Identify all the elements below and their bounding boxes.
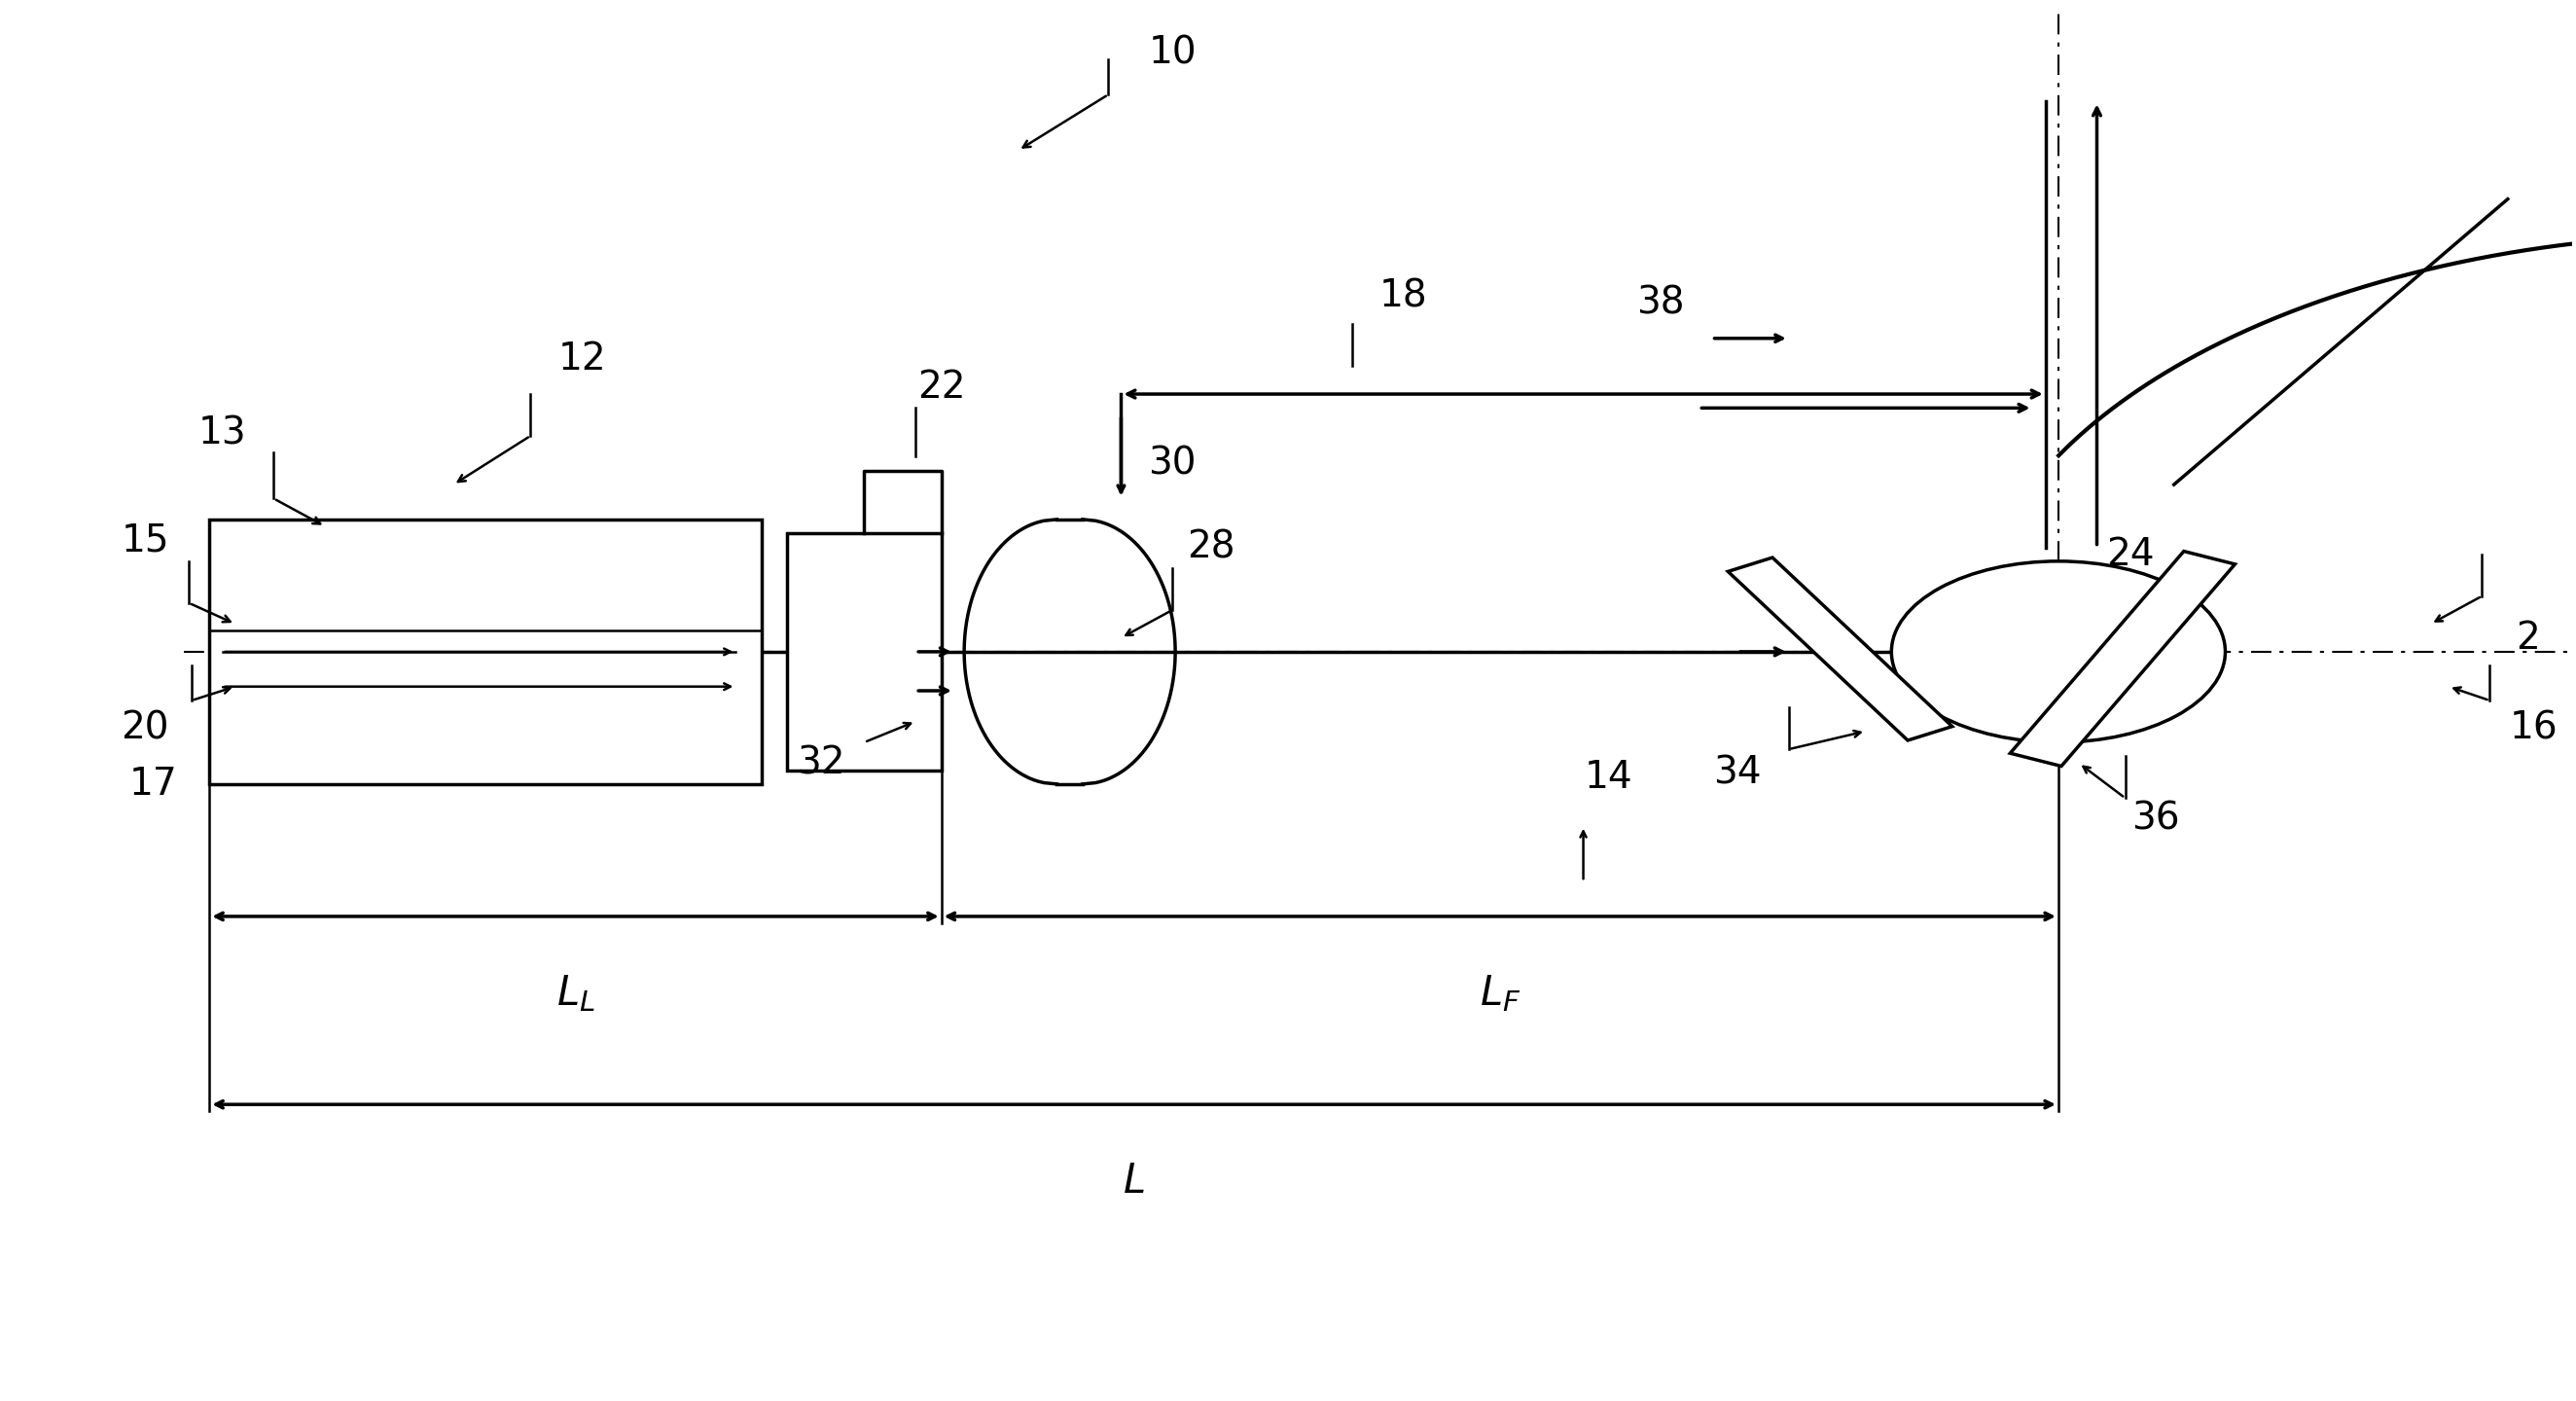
Bar (209, 520, 762, 785)
Text: 22: 22 (917, 368, 966, 405)
Text: 28: 28 (1188, 528, 1234, 566)
Text: $L$: $L$ (1123, 1160, 1144, 1202)
Polygon shape (2009, 551, 2236, 766)
Text: 18: 18 (1378, 277, 1427, 315)
Text: 24: 24 (2107, 535, 2154, 573)
Text: 38: 38 (1636, 284, 1685, 322)
Text: 32: 32 (796, 745, 845, 782)
Text: 2: 2 (2517, 619, 2540, 656)
Text: 30: 30 (1149, 446, 1195, 482)
Text: 14: 14 (1584, 758, 1633, 796)
Circle shape (1891, 562, 2226, 743)
Text: 15: 15 (121, 521, 170, 559)
Text: 12: 12 (556, 340, 605, 378)
Bar (788, 534, 940, 771)
Text: $L_L$: $L_L$ (556, 972, 595, 1013)
Polygon shape (1728, 558, 1953, 740)
Text: 16: 16 (2509, 710, 2558, 747)
Text: 13: 13 (198, 415, 247, 451)
Text: 10: 10 (1149, 34, 1198, 71)
Text: 36: 36 (2133, 800, 2179, 838)
Text: 17: 17 (129, 765, 178, 803)
Text: 20: 20 (121, 710, 170, 747)
Text: 34: 34 (1713, 755, 1762, 792)
Text: $L_F$: $L_F$ (1479, 972, 1520, 1013)
